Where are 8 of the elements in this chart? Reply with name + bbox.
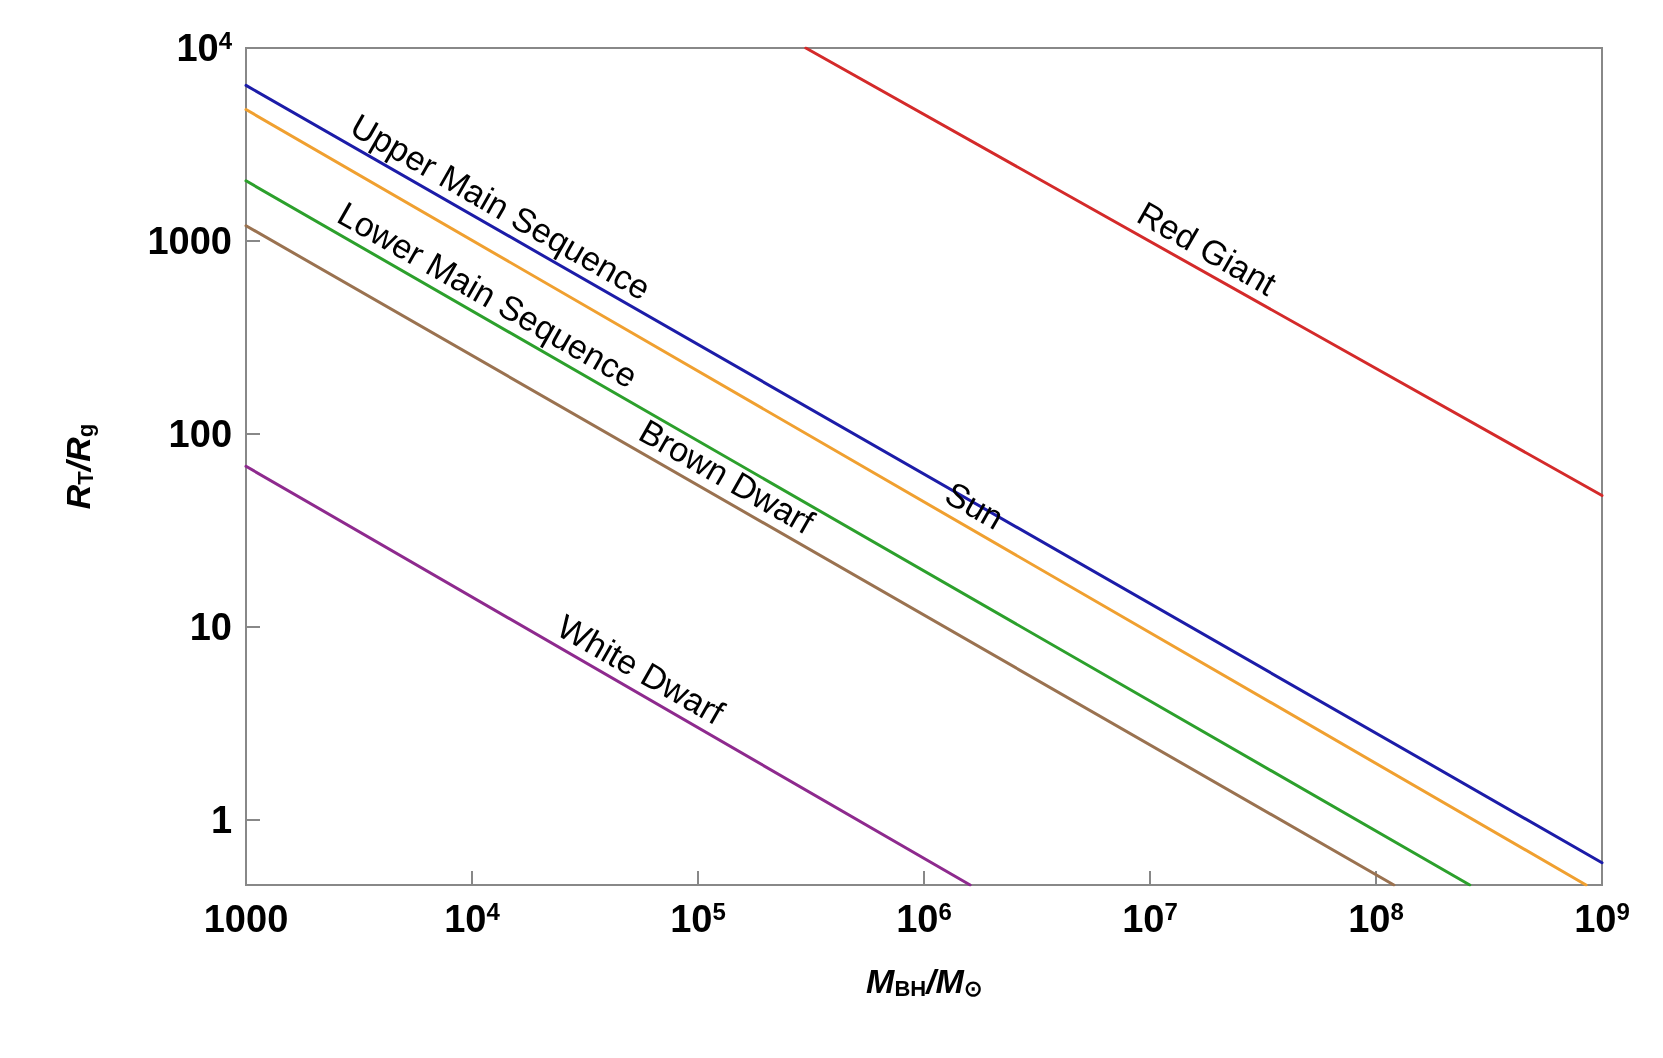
y-tick-label: 1 (210, 798, 233, 841)
annotation: Red Giant (1131, 193, 1284, 304)
y-tick-label: 100 (168, 412, 232, 455)
x-axis-title: MBH/M⊙ (866, 962, 982, 1001)
y-tick-label: 10 (189, 605, 233, 648)
annotation: Sun (939, 473, 1011, 537)
y-tick-label: 1000 (147, 219, 233, 262)
y-axis-title: RT/Rg (59, 423, 98, 510)
